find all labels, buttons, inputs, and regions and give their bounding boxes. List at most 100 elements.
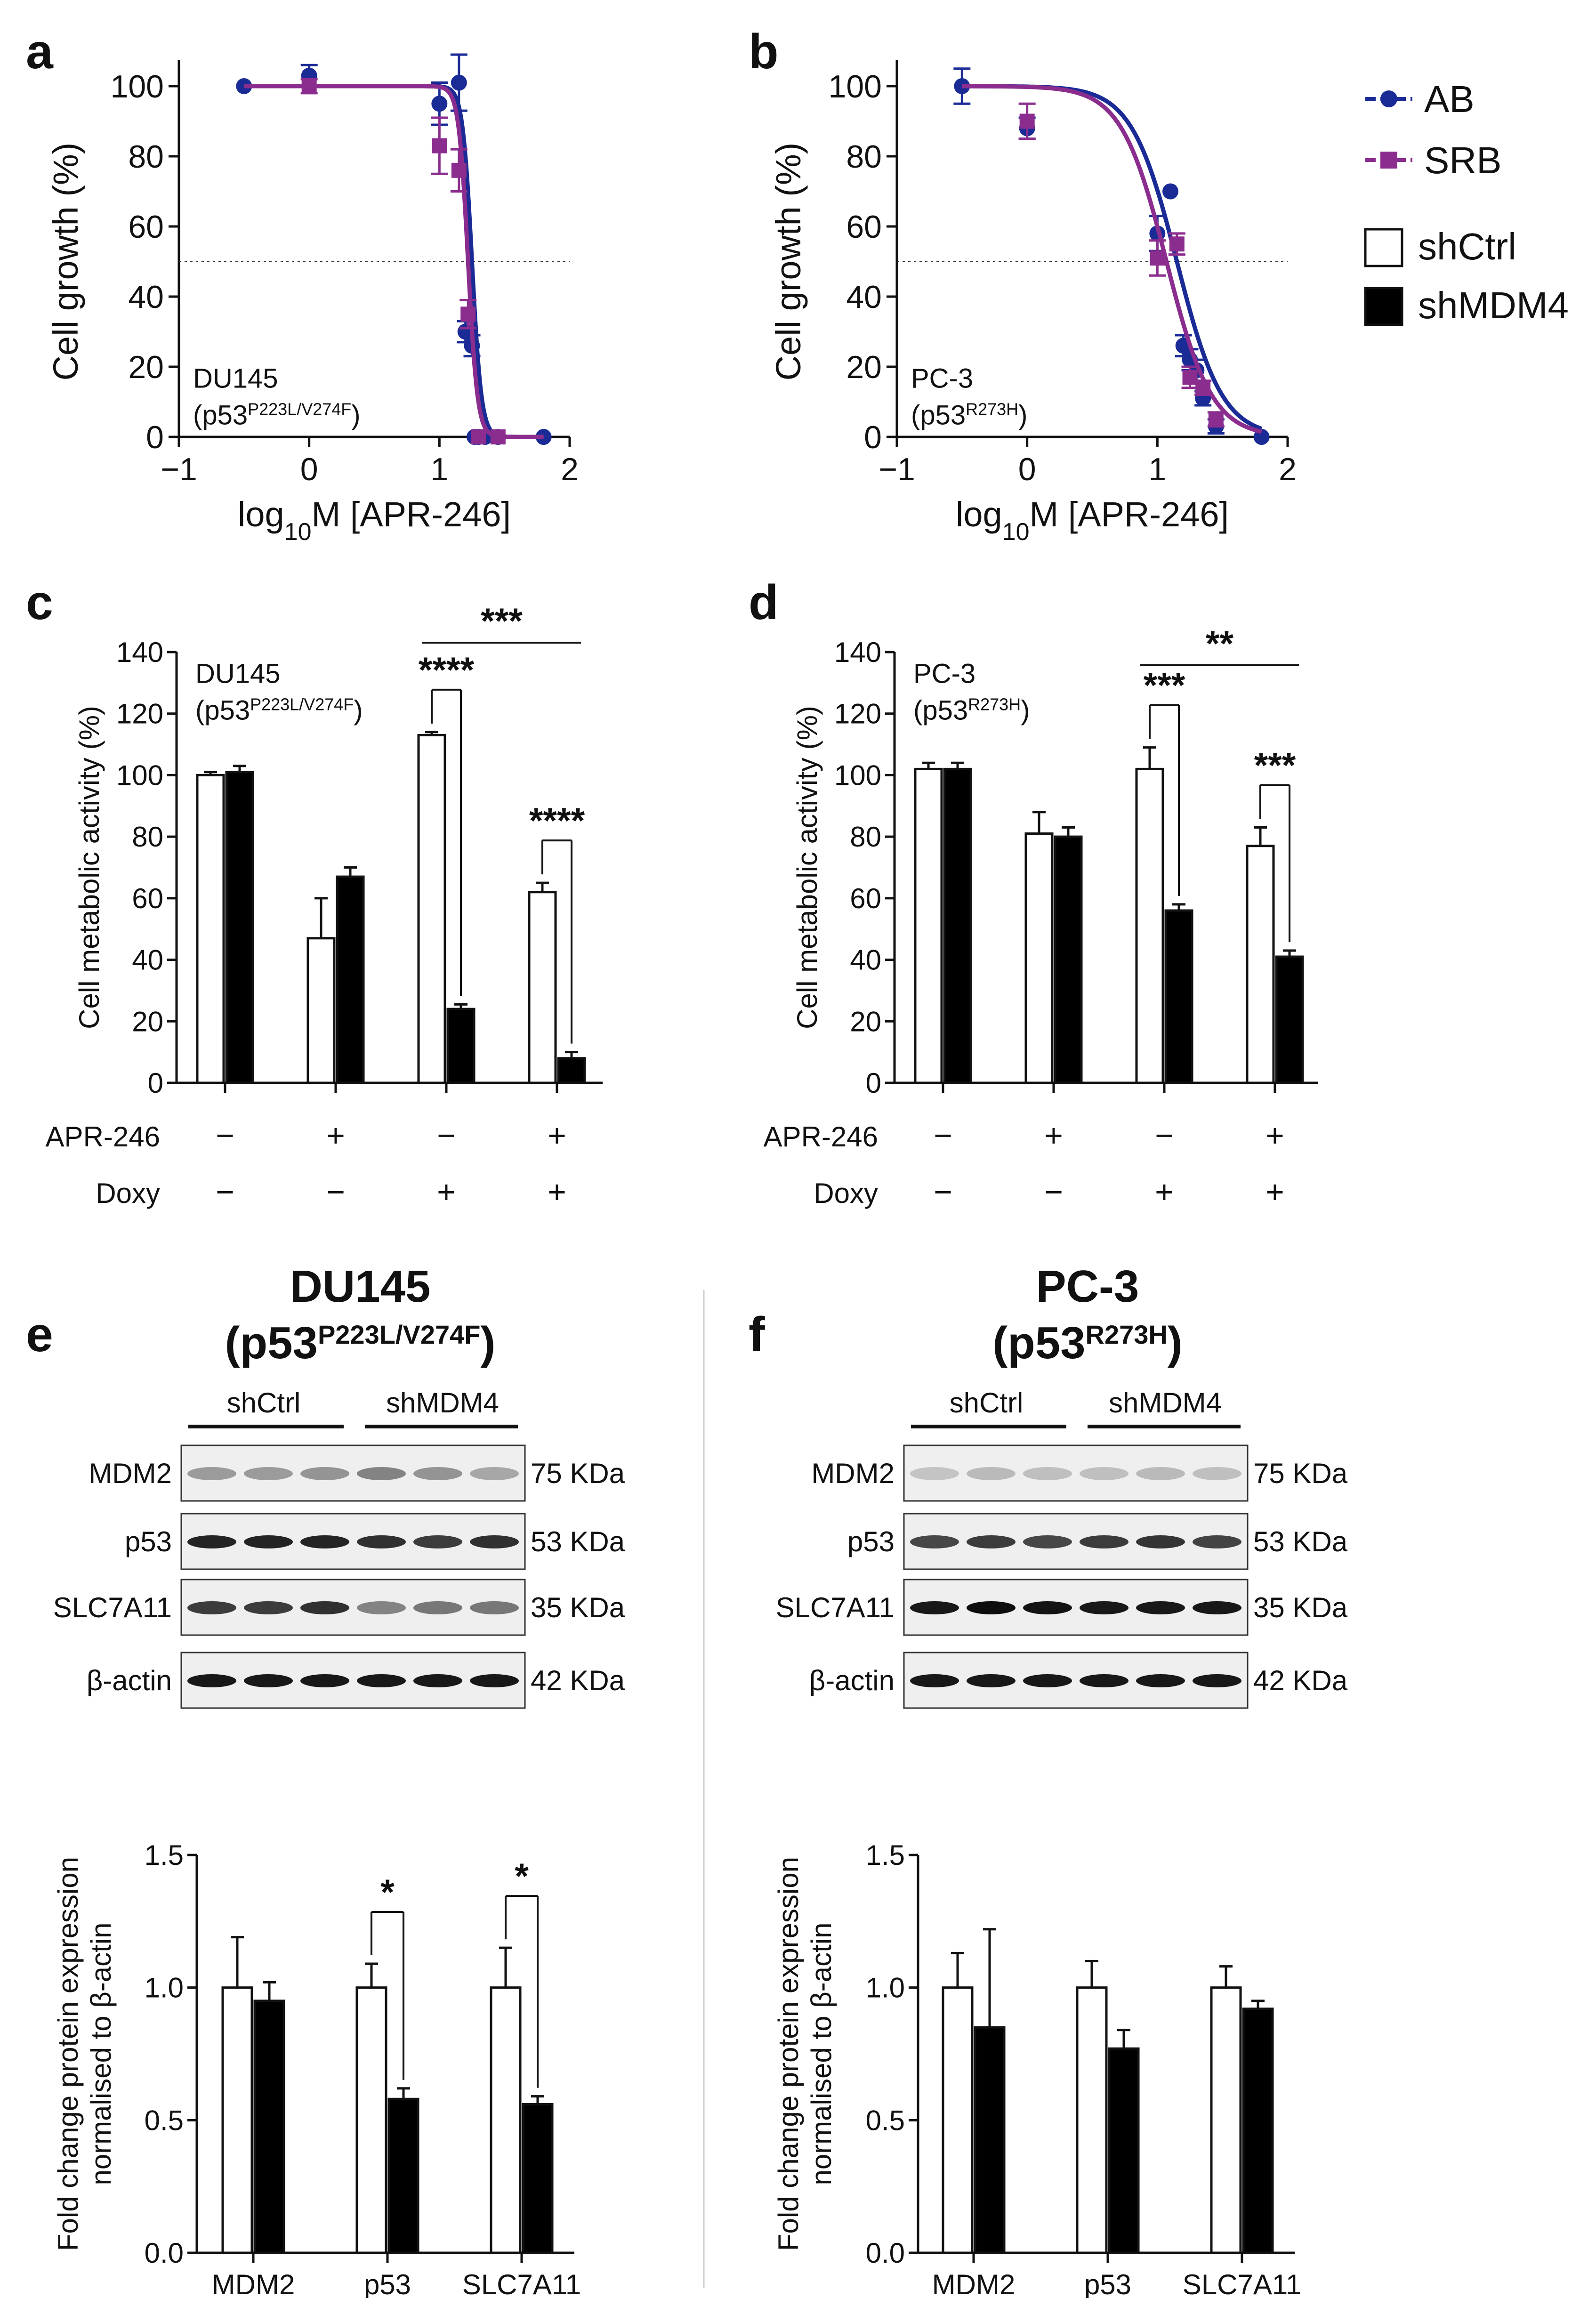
blot-band: [910, 1601, 959, 1614]
blot-band: [910, 1674, 959, 1687]
data-point-SRB: [1182, 370, 1198, 385]
blot-band: [1023, 1467, 1072, 1480]
y-tick-label: 20: [132, 1006, 163, 1037]
data-point-SRB: [471, 429, 486, 444]
y-tick-label: 0: [146, 419, 164, 455]
y-tick-label: 60: [132, 883, 163, 914]
blot-band: [413, 1535, 462, 1548]
y-tick-label: 80: [128, 139, 164, 175]
blot-band: [300, 1601, 349, 1614]
bar-shMDM4: [387, 2097, 419, 2254]
y-tick-label: 0: [866, 1067, 881, 1099]
panel-letter-d: d: [749, 575, 779, 630]
significance-label: ****: [529, 801, 585, 841]
data-point-SRB: [1150, 250, 1165, 266]
blot-protein-label: p53: [847, 1526, 895, 1557]
mutation-label: (p53P223L/V274F): [195, 694, 363, 726]
x-tick-label: 0: [300, 452, 318, 487]
bar-shMDM4: [522, 2103, 554, 2254]
significance-label: ****: [419, 650, 475, 690]
bar-shCtrl: [490, 1986, 522, 2254]
legend-item-AB: AB: [1365, 78, 1475, 120]
condition-doxy: +: [548, 1174, 566, 1210]
blot-mutation: (p53P223L/V274F): [225, 1318, 496, 1368]
y-tick-label: 0.0: [145, 2237, 184, 2269]
cell-line-label: DU145: [195, 658, 281, 689]
blot-band: [1080, 1467, 1128, 1480]
panel-letter-a: a: [26, 24, 54, 79]
x-tick-label: 2: [561, 452, 579, 487]
condition-apr: −: [216, 1118, 234, 1153]
data-point-SRB: [1169, 236, 1185, 252]
y-tick-label: 60: [846, 209, 882, 245]
blot-band: [244, 1467, 293, 1480]
condition-doxy: +: [437, 1174, 456, 1210]
fit-curve-SRB: [962, 84, 1262, 434]
blot-band: [470, 1467, 519, 1480]
x-tick-label: 1: [1148, 452, 1166, 487]
blot-protein-label: MDM2: [811, 1458, 895, 1489]
y-tick-label: 0.0: [866, 2237, 905, 2269]
legend-swatch-shCtrl: [1364, 228, 1403, 267]
y-tick-label: 1.5: [866, 1839, 905, 1871]
bar-shCtrl: [528, 891, 557, 1084]
cell-line-label: PC-3: [911, 363, 973, 394]
bar-shCtrl: [221, 1986, 253, 2254]
y-tick-label: 60: [128, 209, 164, 245]
blot-row-1: p53 53 KDa: [847, 1513, 1348, 1570]
bar-shMDM4: [943, 767, 972, 1084]
y-tick-label: 100: [111, 69, 164, 105]
condition-doxy: −: [216, 1174, 234, 1210]
significance-label: ***: [1144, 666, 1185, 706]
y-tick-label: 80: [846, 139, 882, 175]
y-tick-label: 20: [846, 349, 882, 385]
y-axis-label: Cell growth (%): [46, 143, 85, 381]
panel-letter-c: c: [26, 575, 53, 630]
blot-band: [1136, 1535, 1185, 1548]
blot-title: PC-3: [1036, 1261, 1139, 1312]
data-point-SRB: [1195, 380, 1211, 395]
legend-label-shMDM4: shMDM4: [1418, 284, 1569, 326]
bar-shCtrl: [196, 774, 225, 1084]
x-tick-label: −1: [161, 452, 197, 487]
y-axis-label: Cell metabolic activity (%): [791, 706, 823, 1029]
blot-size-label: 42 KDa: [531, 1665, 625, 1696]
significance-label: *: [380, 1872, 395, 1912]
bar-shCtrl: [1024, 832, 1054, 1084]
blot-row-0: MDM2 75 KDa: [89, 1444, 625, 1502]
y-tick-label: 140: [834, 637, 881, 668]
blot-band: [357, 1467, 406, 1480]
blot-protein-label: SLC7A11: [776, 1592, 895, 1623]
bar-shMDM4: [557, 1057, 586, 1084]
blot-group-label: shCtrl: [950, 1387, 1024, 1419]
blot-band: [470, 1601, 519, 1614]
blot-band: [300, 1674, 349, 1687]
y-axis-label: Cell growth (%): [769, 143, 808, 381]
y-tick-label: 0: [864, 419, 882, 455]
blot-band: [967, 1601, 1016, 1614]
x-tick-label: 2: [1279, 452, 1297, 487]
condition-apr: +: [326, 1118, 345, 1153]
panel-letter-e: e: [26, 1307, 53, 1362]
data-point-SRB: [301, 79, 317, 94]
row-label-apr: APR-246: [764, 1121, 878, 1153]
mutation-label: (p53P223L/V274F): [193, 399, 361, 431]
panel-letter-f: f: [749, 1307, 765, 1362]
blot-band: [967, 1535, 1016, 1548]
blot-protein-label: p53: [125, 1526, 172, 1557]
blot-band: [413, 1674, 462, 1687]
bar-shCtrl: [1076, 1986, 1108, 2254]
blot-protein-label: SLC7A11: [53, 1592, 172, 1623]
bar-panel-e: 0.0 0.5 1.0 1.5 Fold change protein expressi…: [52, 1839, 581, 2298]
legend-label-AB: AB: [1424, 78, 1475, 120]
significance-label: *: [515, 1856, 529, 1896]
bar-shMDM4: [1054, 835, 1083, 1084]
legend-label-SRB: SRB: [1424, 139, 1502, 181]
blot-band: [244, 1601, 293, 1614]
bar-shMDM4: [1275, 955, 1304, 1084]
bar-shCtrl: [306, 937, 336, 1084]
blot-strip: [180, 1652, 526, 1709]
y-tick-label: 1.5: [145, 1839, 184, 1871]
blot-size-label: 75 KDa: [531, 1458, 625, 1489]
condition-apr: +: [548, 1118, 566, 1153]
